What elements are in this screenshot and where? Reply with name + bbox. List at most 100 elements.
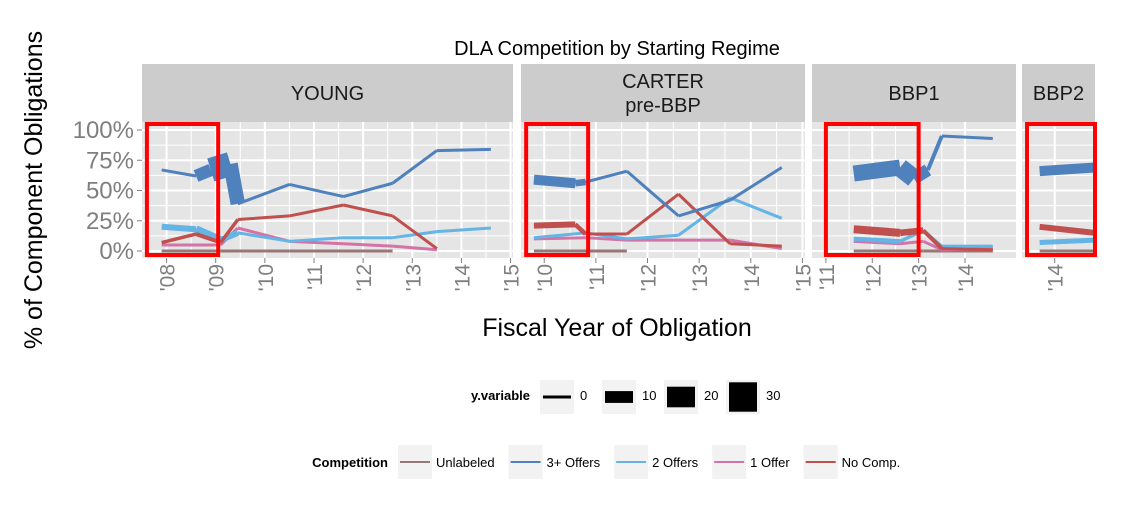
strip-bbp2 bbox=[1022, 64, 1095, 122]
color-legend-label: 3+ Offers bbox=[547, 455, 601, 470]
line-segment bbox=[677, 193, 732, 245]
size-legend-label: 30 bbox=[766, 388, 780, 403]
line-segment bbox=[237, 231, 290, 243]
strip-label: pre-BBP bbox=[625, 95, 701, 117]
y-axis-label: % of Component Obligations bbox=[20, 31, 48, 349]
line-segment bbox=[729, 166, 783, 202]
x-tick-label: '12 bbox=[862, 264, 885, 291]
line-segment bbox=[289, 182, 344, 199]
panel-bbp2: BBP2 '14 bbox=[1022, 64, 1097, 292]
line-segment bbox=[625, 192, 680, 236]
line-segment bbox=[585, 236, 627, 242]
size-legend-key bbox=[729, 382, 757, 412]
line-segment bbox=[289, 203, 344, 218]
series-group bbox=[852, 134, 993, 253]
line-segment bbox=[729, 196, 783, 220]
line-segment bbox=[289, 236, 344, 243]
panel-bbp1: BBP1 '11 '12 '13 '14 bbox=[812, 64, 1016, 291]
color-legend: Competition Unlabeled 3+ Offers 2 Offers 1 … bbox=[312, 445, 900, 479]
line-segment bbox=[391, 214, 438, 250]
strip-label: CARTER bbox=[622, 71, 704, 93]
color-legend-title: Competition bbox=[312, 455, 388, 470]
highlight-box bbox=[1025, 122, 1097, 257]
series-no-comp bbox=[161, 203, 438, 250]
line-segment bbox=[533, 174, 576, 189]
x-tick-label: '14 bbox=[955, 264, 978, 292]
line-segment bbox=[926, 135, 944, 171]
x-tick-label: '13 bbox=[909, 264, 932, 291]
line-segment bbox=[391, 149, 438, 185]
series-group bbox=[161, 147, 491, 253]
line-segment bbox=[392, 230, 438, 240]
x-tick-label: '13 bbox=[689, 264, 712, 291]
line-segment bbox=[533, 231, 586, 240]
line-segment bbox=[941, 247, 993, 252]
y-axis: 0% 25% 50% 75% 100% bbox=[73, 117, 142, 265]
color-legend-label: 2 Offers bbox=[652, 455, 699, 470]
line-segment bbox=[343, 242, 393, 248]
line-segment bbox=[626, 233, 679, 241]
line-segment bbox=[1039, 162, 1095, 177]
x-tick-label: '11 bbox=[304, 264, 327, 290]
size-legend-key bbox=[667, 386, 695, 408]
y-tick-label: 75% bbox=[86, 147, 134, 174]
highlight-box bbox=[823, 122, 921, 257]
line-segment bbox=[678, 198, 731, 218]
x-tick-label: '14 bbox=[1045, 264, 1068, 292]
x-axis-label: Fiscal Year of Obligation bbox=[482, 314, 752, 342]
highlight-box bbox=[144, 122, 221, 257]
size-legend-item: 10 bbox=[602, 380, 656, 414]
panel-young: YOUNG '08 '09 '10 '11 '12 '13 '14 '15 bbox=[142, 64, 524, 291]
line-segment bbox=[574, 178, 586, 187]
line-segment bbox=[894, 160, 920, 186]
series-group bbox=[533, 166, 783, 253]
color-legend-item-1-offer: 1 Offer bbox=[712, 445, 790, 479]
x-tick-label: '15 bbox=[792, 264, 815, 291]
line-segment bbox=[237, 214, 290, 222]
series-no-comp bbox=[533, 192, 782, 248]
size-legend-item: 30 bbox=[726, 380, 780, 414]
highlight-box bbox=[524, 122, 591, 257]
x-tick-label: '12 bbox=[353, 264, 376, 291]
size-legend-key bbox=[543, 395, 571, 399]
size-legend-key bbox=[605, 391, 633, 403]
series-3-offers bbox=[161, 147, 491, 206]
chart-title: DLA Competition by Starting Regime bbox=[454, 38, 780, 60]
line-segment bbox=[343, 203, 393, 218]
y-tick-label: 100% bbox=[73, 117, 134, 144]
line-segment bbox=[853, 239, 901, 246]
x-tick-label: '13 bbox=[402, 264, 425, 291]
line-segment bbox=[921, 229, 944, 251]
series-group bbox=[1039, 162, 1095, 253]
x-tick-label: '11 bbox=[816, 264, 839, 290]
series-3-offers bbox=[852, 134, 993, 186]
line-segment bbox=[730, 242, 782, 248]
x-tick-label: '09 bbox=[206, 264, 229, 291]
line-segment bbox=[223, 162, 245, 206]
size-legend-item: 20 bbox=[664, 380, 718, 414]
line-segment bbox=[853, 225, 901, 237]
line-segment bbox=[853, 236, 901, 244]
size-legend-label: 10 bbox=[642, 388, 656, 403]
color-legend-item-no-comp: No Comp. bbox=[803, 445, 900, 479]
facet-panels: YOUNG'08'09'10'11'12'13'14'15CARTERpre-B… bbox=[142, 64, 1097, 292]
strip-label: BBP1 bbox=[888, 83, 939, 105]
line-segment bbox=[237, 183, 290, 206]
x-tick-label: '10 bbox=[534, 264, 557, 291]
color-legend-item-2-offers: 2 Offers bbox=[614, 445, 699, 479]
series-2-offers bbox=[1039, 237, 1095, 246]
strip-carter-pre-bbp bbox=[521, 64, 805, 122]
line-segment bbox=[436, 226, 491, 234]
line-segment bbox=[533, 236, 586, 241]
size-legend-title: y.variable bbox=[471, 388, 530, 403]
line-segment bbox=[1039, 237, 1095, 246]
x-tick-label: '15 bbox=[501, 264, 524, 291]
color-legend-item-unlabeled: Unlabeled bbox=[398, 445, 495, 479]
line-segment bbox=[436, 147, 491, 153]
x-tick-label: '10 bbox=[255, 264, 278, 291]
line-segment bbox=[219, 218, 240, 244]
line-segment bbox=[941, 134, 993, 140]
line-segment bbox=[161, 223, 197, 233]
